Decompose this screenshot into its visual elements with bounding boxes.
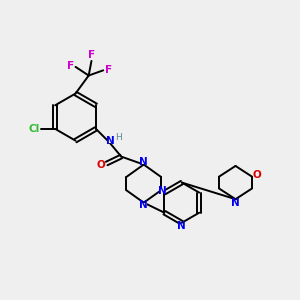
Text: N: N bbox=[178, 221, 186, 231]
Text: N: N bbox=[158, 186, 166, 196]
Text: O: O bbox=[96, 160, 105, 170]
Bar bbox=[141, 203, 147, 207]
Text: F: F bbox=[105, 65, 112, 75]
Bar bbox=[232, 201, 238, 205]
Bar bbox=[108, 139, 114, 143]
Text: H: H bbox=[116, 134, 122, 142]
Text: N: N bbox=[140, 200, 148, 210]
Text: F: F bbox=[88, 50, 95, 60]
Text: N: N bbox=[231, 198, 240, 208]
Text: Cl: Cl bbox=[29, 124, 40, 134]
Text: O: O bbox=[252, 170, 261, 180]
Bar bbox=[179, 224, 185, 228]
Bar bbox=[68, 64, 74, 68]
Bar bbox=[116, 136, 122, 140]
Text: N: N bbox=[140, 157, 148, 167]
Bar bbox=[159, 189, 165, 193]
Bar bbox=[254, 173, 260, 177]
Text: N: N bbox=[106, 136, 115, 146]
Bar bbox=[98, 163, 103, 167]
Bar bbox=[106, 68, 112, 72]
Text: F: F bbox=[67, 61, 74, 71]
Bar bbox=[30, 127, 39, 131]
Bar bbox=[141, 160, 147, 164]
Bar bbox=[88, 53, 94, 58]
